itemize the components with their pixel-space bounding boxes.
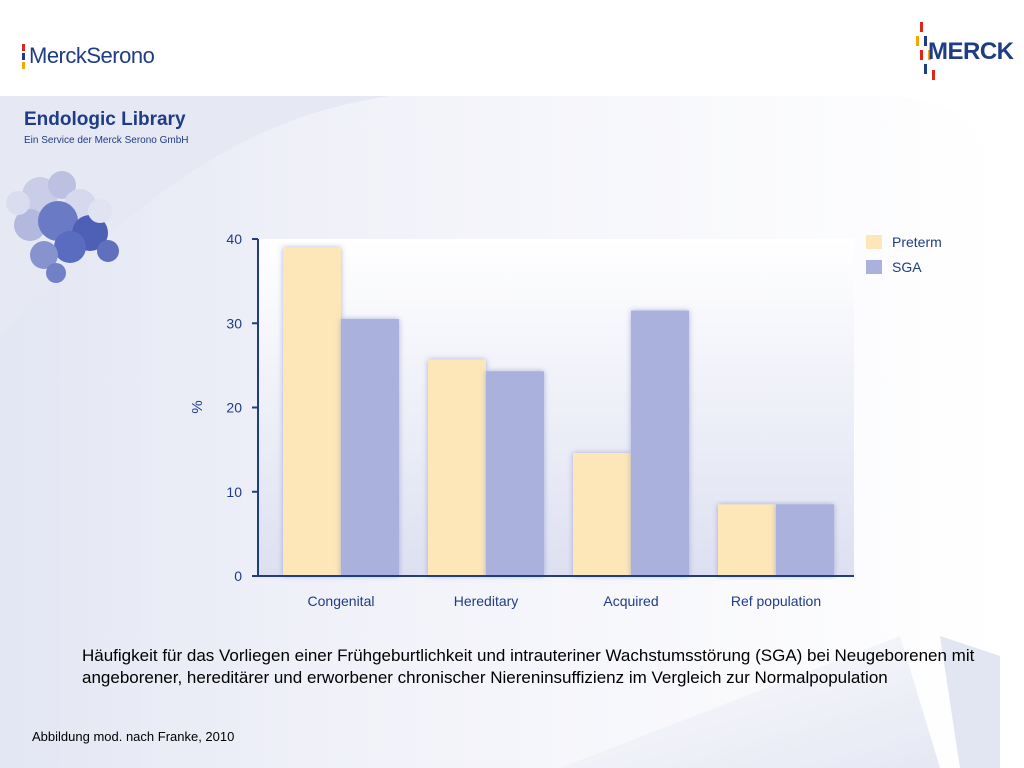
legend-swatch-sga xyxy=(866,260,882,274)
chart-legend: Preterm SGA xyxy=(866,234,942,275)
x-category-label: Acquired xyxy=(603,593,658,609)
bar-sga-acquired xyxy=(631,310,689,576)
bar-preterm-hereditary xyxy=(428,359,486,576)
bar-sga-ref-population xyxy=(776,504,834,576)
legend-label-preterm: Preterm xyxy=(892,234,942,250)
x-category-label: Ref population xyxy=(731,593,821,609)
bar-preterm-congenital xyxy=(283,247,341,577)
library-subtitle: Ein Service der Merck Serono GmbH xyxy=(24,135,189,146)
x-category-label: Congenital xyxy=(308,593,375,609)
left-logo-text: MerckSerono xyxy=(29,43,155,68)
bar-chart: 0 10 20 30 40 Congenital Hereditary Acquired Re… xyxy=(189,231,942,609)
bar-sga-hereditary xyxy=(486,371,544,576)
library-title: Endologic Library xyxy=(24,109,186,130)
figure-source: Abbildung mod. nach Franke, 2010 xyxy=(32,729,235,744)
x-category-label: Hereditary xyxy=(454,593,519,609)
y-tick-label: 20 xyxy=(226,400,242,416)
legend-swatch-preterm xyxy=(866,235,882,249)
y-tick-label: 10 xyxy=(226,484,242,500)
protein-molecule-image xyxy=(6,171,119,283)
merck-serono-logo: MerckSerono xyxy=(22,36,155,76)
y-tick-label: 30 xyxy=(226,315,242,331)
y-axis-label: % xyxy=(189,400,206,413)
right-logo-text: MERCK xyxy=(928,38,1014,65)
y-tick-label: 0 xyxy=(234,568,242,584)
bar-preterm-ref-population xyxy=(718,504,776,576)
legend-label-sga: SGA xyxy=(892,259,922,275)
y-tick-label: 40 xyxy=(226,231,242,247)
bar-preterm-acquired xyxy=(573,452,631,576)
merck-logo: MERCK xyxy=(914,22,1014,82)
merck-logo-icon xyxy=(916,22,935,80)
logo-bars-icon xyxy=(22,43,25,70)
figure-caption: Häufigkeit für das Vorliegen einer Frühg… xyxy=(82,646,975,687)
bar-sga-congenital xyxy=(341,319,399,576)
